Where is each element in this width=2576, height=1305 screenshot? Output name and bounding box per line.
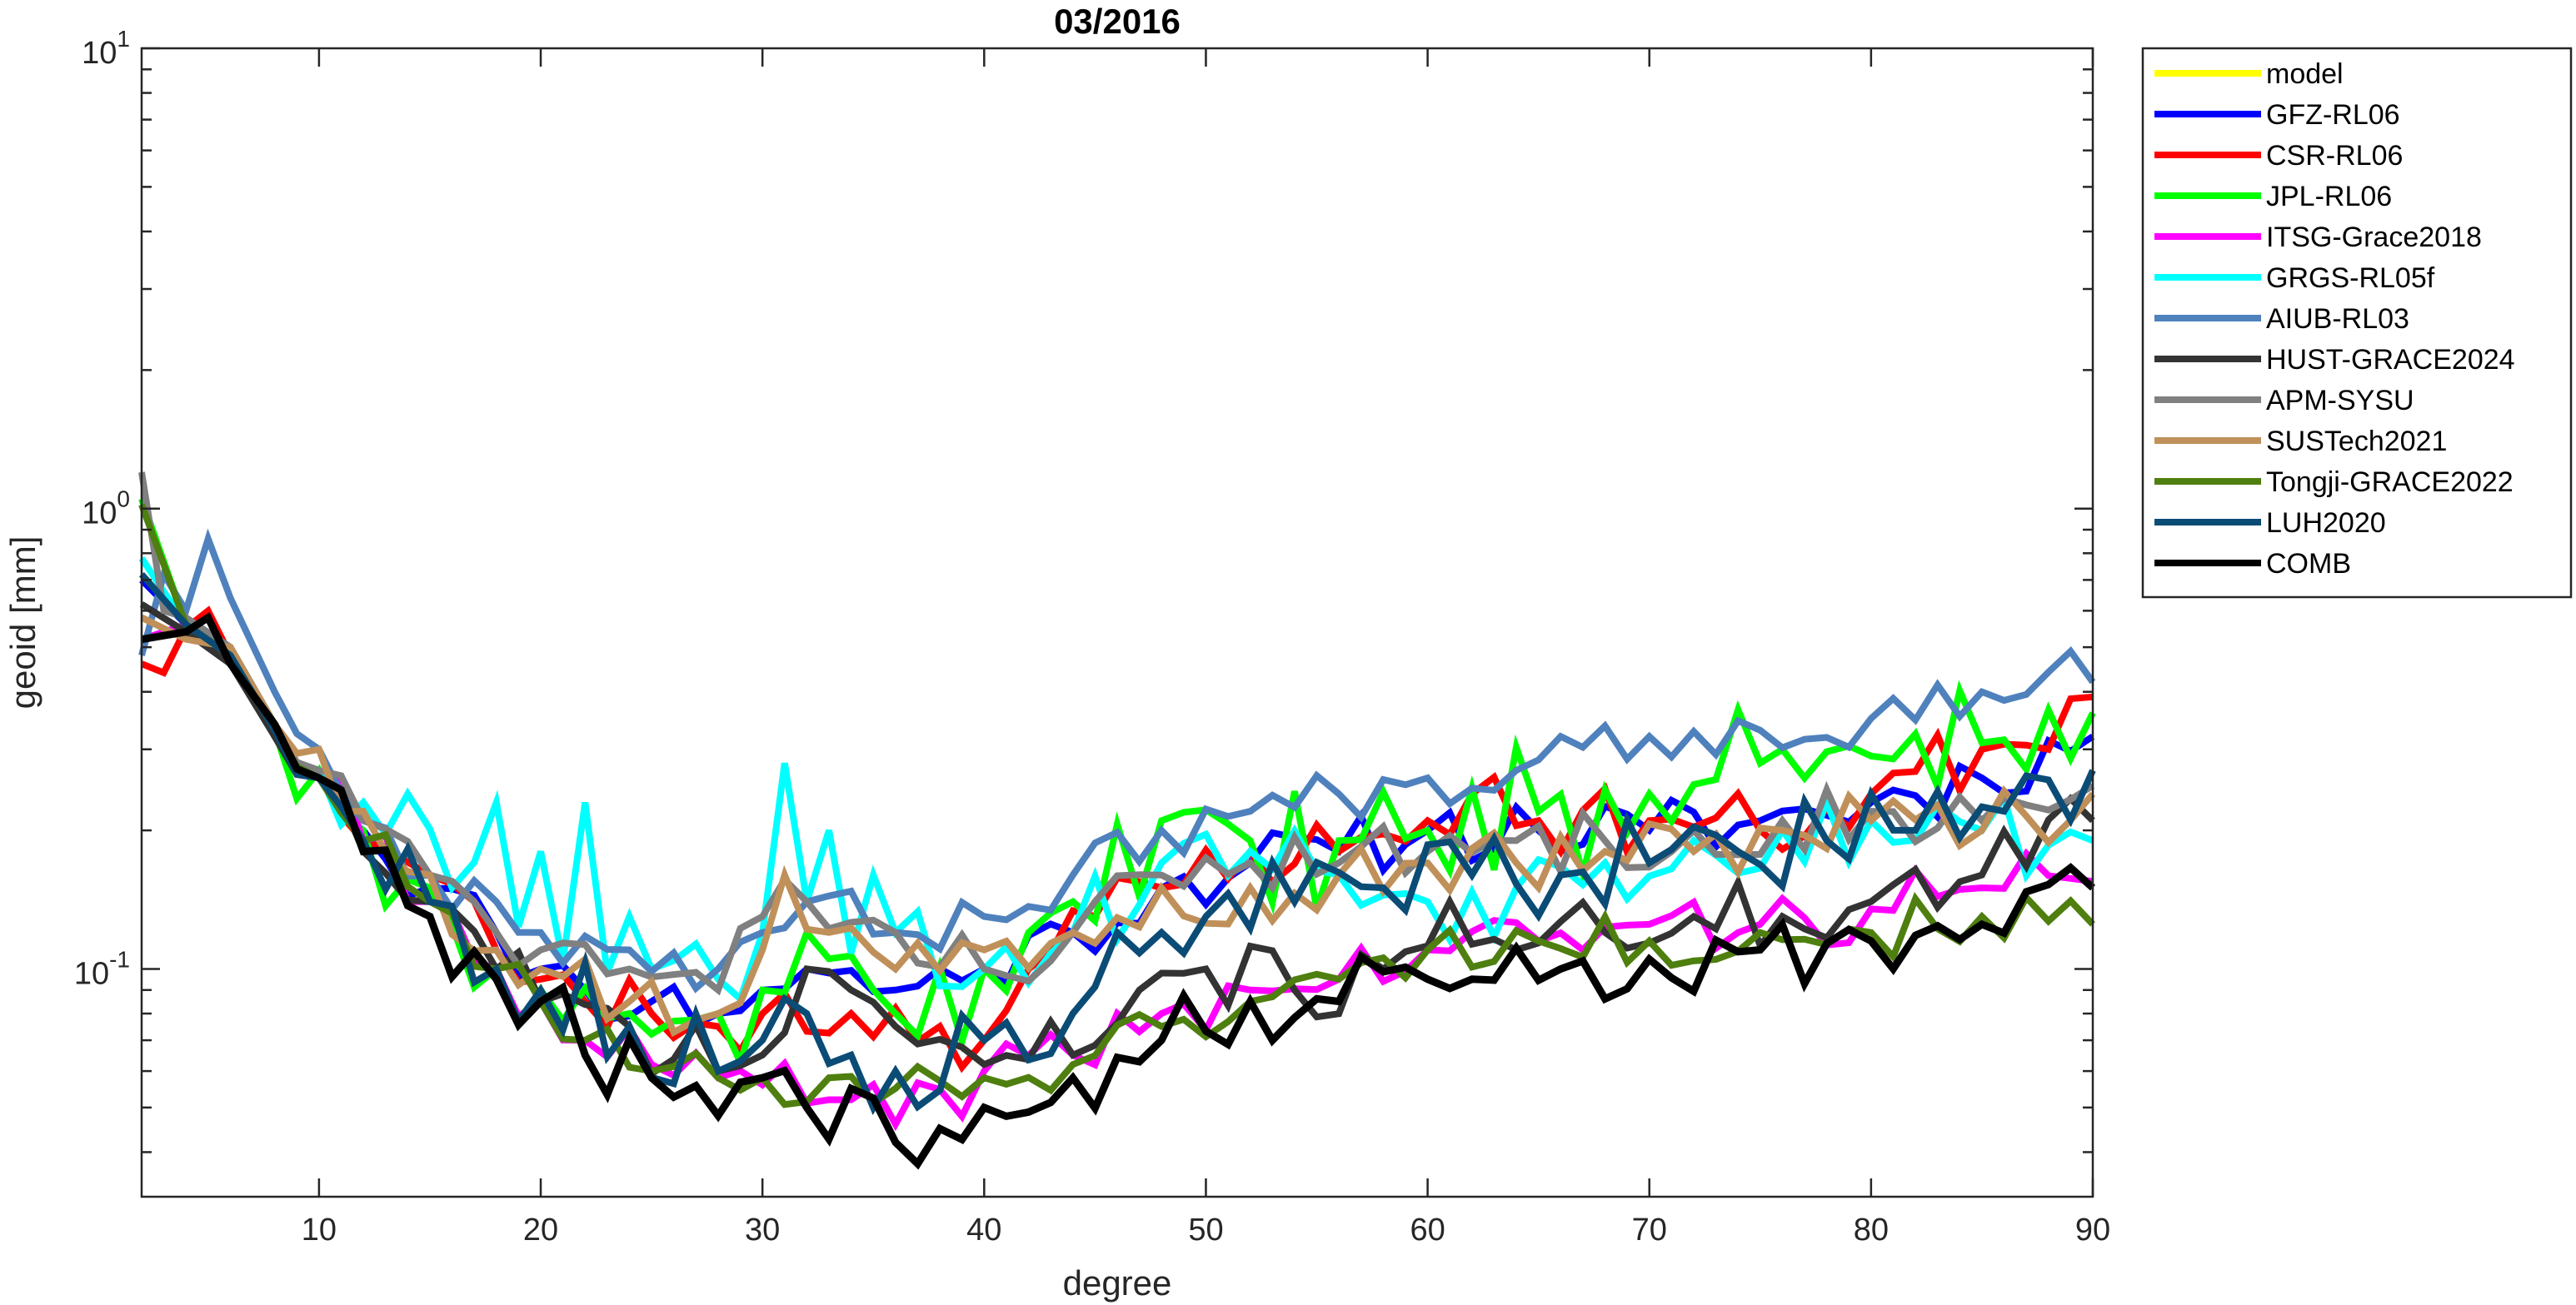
x-tick-label: 90 (2075, 1213, 2110, 1248)
plot-area (142, 48, 2093, 1197)
legend-label-itsg-grace2018: ITSG-Grace2018 (2266, 222, 2482, 253)
legend-label-gfz-rl06: GFZ-RL06 (2266, 99, 2400, 131)
legend-label-comb: COMB (2266, 548, 2351, 580)
x-tick-label: 80 (1854, 1213, 1889, 1248)
legend-label-grgs-rl05f: GRGS-RL05f (2266, 262, 2435, 294)
legend-label-jpl-rl06: JPL-RL06 (2266, 181, 2392, 212)
x-axis-title: degree (1063, 1263, 1172, 1303)
legend-label-luh2020: LUH2020 (2266, 507, 2386, 539)
y-tick-label: 100 (82, 486, 130, 531)
x-tick-label: 70 (1632, 1213, 1667, 1248)
series-lines (138, 471, 2096, 1170)
series-line-comb (141, 611, 2096, 1170)
x-tick-label: 10 (302, 1213, 337, 1248)
legend-label-aiub-rl03: AIUB-RL03 (2266, 303, 2409, 335)
legend-box (2141, 47, 2573, 599)
legend-label-sustech2021: SUSTech2021 (2266, 426, 2447, 457)
y-tick-label: 10-1 (74, 946, 130, 991)
x-tick-label: 20 (523, 1213, 558, 1248)
x-tick-label: 50 (1188, 1213, 1223, 1248)
legend-label-tongji-grace2022: Tongji-GRACE2022 (2266, 466, 2514, 498)
x-tick-label: 40 (966, 1213, 1001, 1248)
y-tick-label: 101 (82, 26, 130, 71)
axes: 10 20 30 40 50 60 70 80 90 10-1 100 101 (74, 26, 2110, 1248)
legend-label-apm-sysu: APM-SYSU (2266, 385, 2414, 416)
legend: model GFZ-RL06 CSR-RL06 JPL-RL06 ITSG-Grace2… (2141, 47, 2573, 599)
y-axis-title: geoid [mm] (3, 536, 42, 710)
legend-label-hust-grace2024: HUST-GRACE2024 (2266, 344, 2515, 376)
axes-box (140, 47, 2094, 1198)
legend-label-csr-rl06: CSR-RL06 (2266, 140, 2403, 172)
series-line-apm-sysu (138, 471, 2095, 996)
chart-title: 03/2016 (1054, 2, 1181, 41)
x-tick-label: 30 (745, 1213, 780, 1248)
x-tick-label: 60 (1410, 1213, 1445, 1248)
plot-background (142, 48, 2093, 1197)
legend-label-model: model (2266, 58, 2344, 90)
